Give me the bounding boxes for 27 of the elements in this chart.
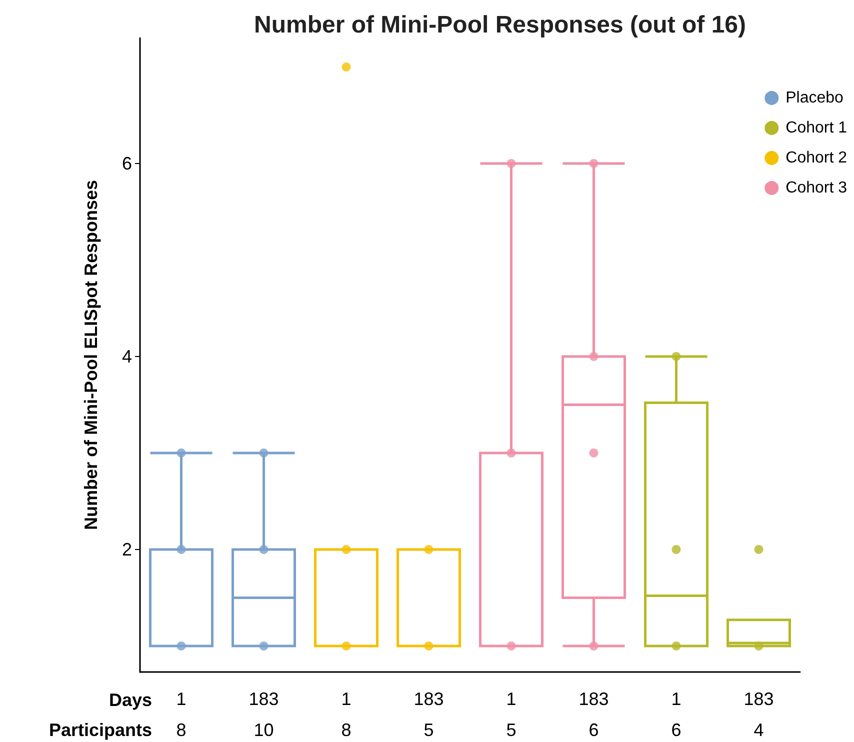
y-tick-label: 6 [122, 153, 132, 174]
text: 5 [506, 720, 516, 740]
legend-label: Cohort 1 [786, 120, 848, 136]
text: 6 [671, 720, 682, 740]
x-tick-label: 183 [744, 689, 774, 709]
x-tick-label: 183 [414, 689, 444, 709]
legend-label: Cohort 3 [786, 180, 848, 196]
x-axis-title: Days [108, 690, 152, 710]
x-tick-label: 1 [341, 689, 352, 709]
x-tick-label: 183 [578, 689, 609, 709]
y-axis-title: Number of Mini-Pool ELISpot Responses [81, 180, 101, 530]
text: 4 [754, 720, 764, 740]
text: 6 [588, 720, 599, 740]
y-tick-label: 2 [122, 539, 132, 560]
x-tick-label: 1 [506, 689, 516, 709]
text: 8 [176, 720, 186, 740]
text: 8 [341, 720, 352, 740]
x-tick-label: 183 [248, 689, 279, 709]
x-tick-label: 1 [671, 689, 682, 709]
legend-label: Placebo [786, 90, 844, 106]
y-tick-label: 4 [122, 346, 132, 366]
x-tick-label: 1 [176, 689, 186, 709]
legend-label: Cohort 2 [786, 150, 848, 166]
text: 10 [254, 720, 274, 740]
chart-title: Number of Mini-Pool Responses (out of 16) [254, 12, 746, 38]
text: Participants [48, 720, 152, 740]
text: 5 [424, 720, 434, 740]
